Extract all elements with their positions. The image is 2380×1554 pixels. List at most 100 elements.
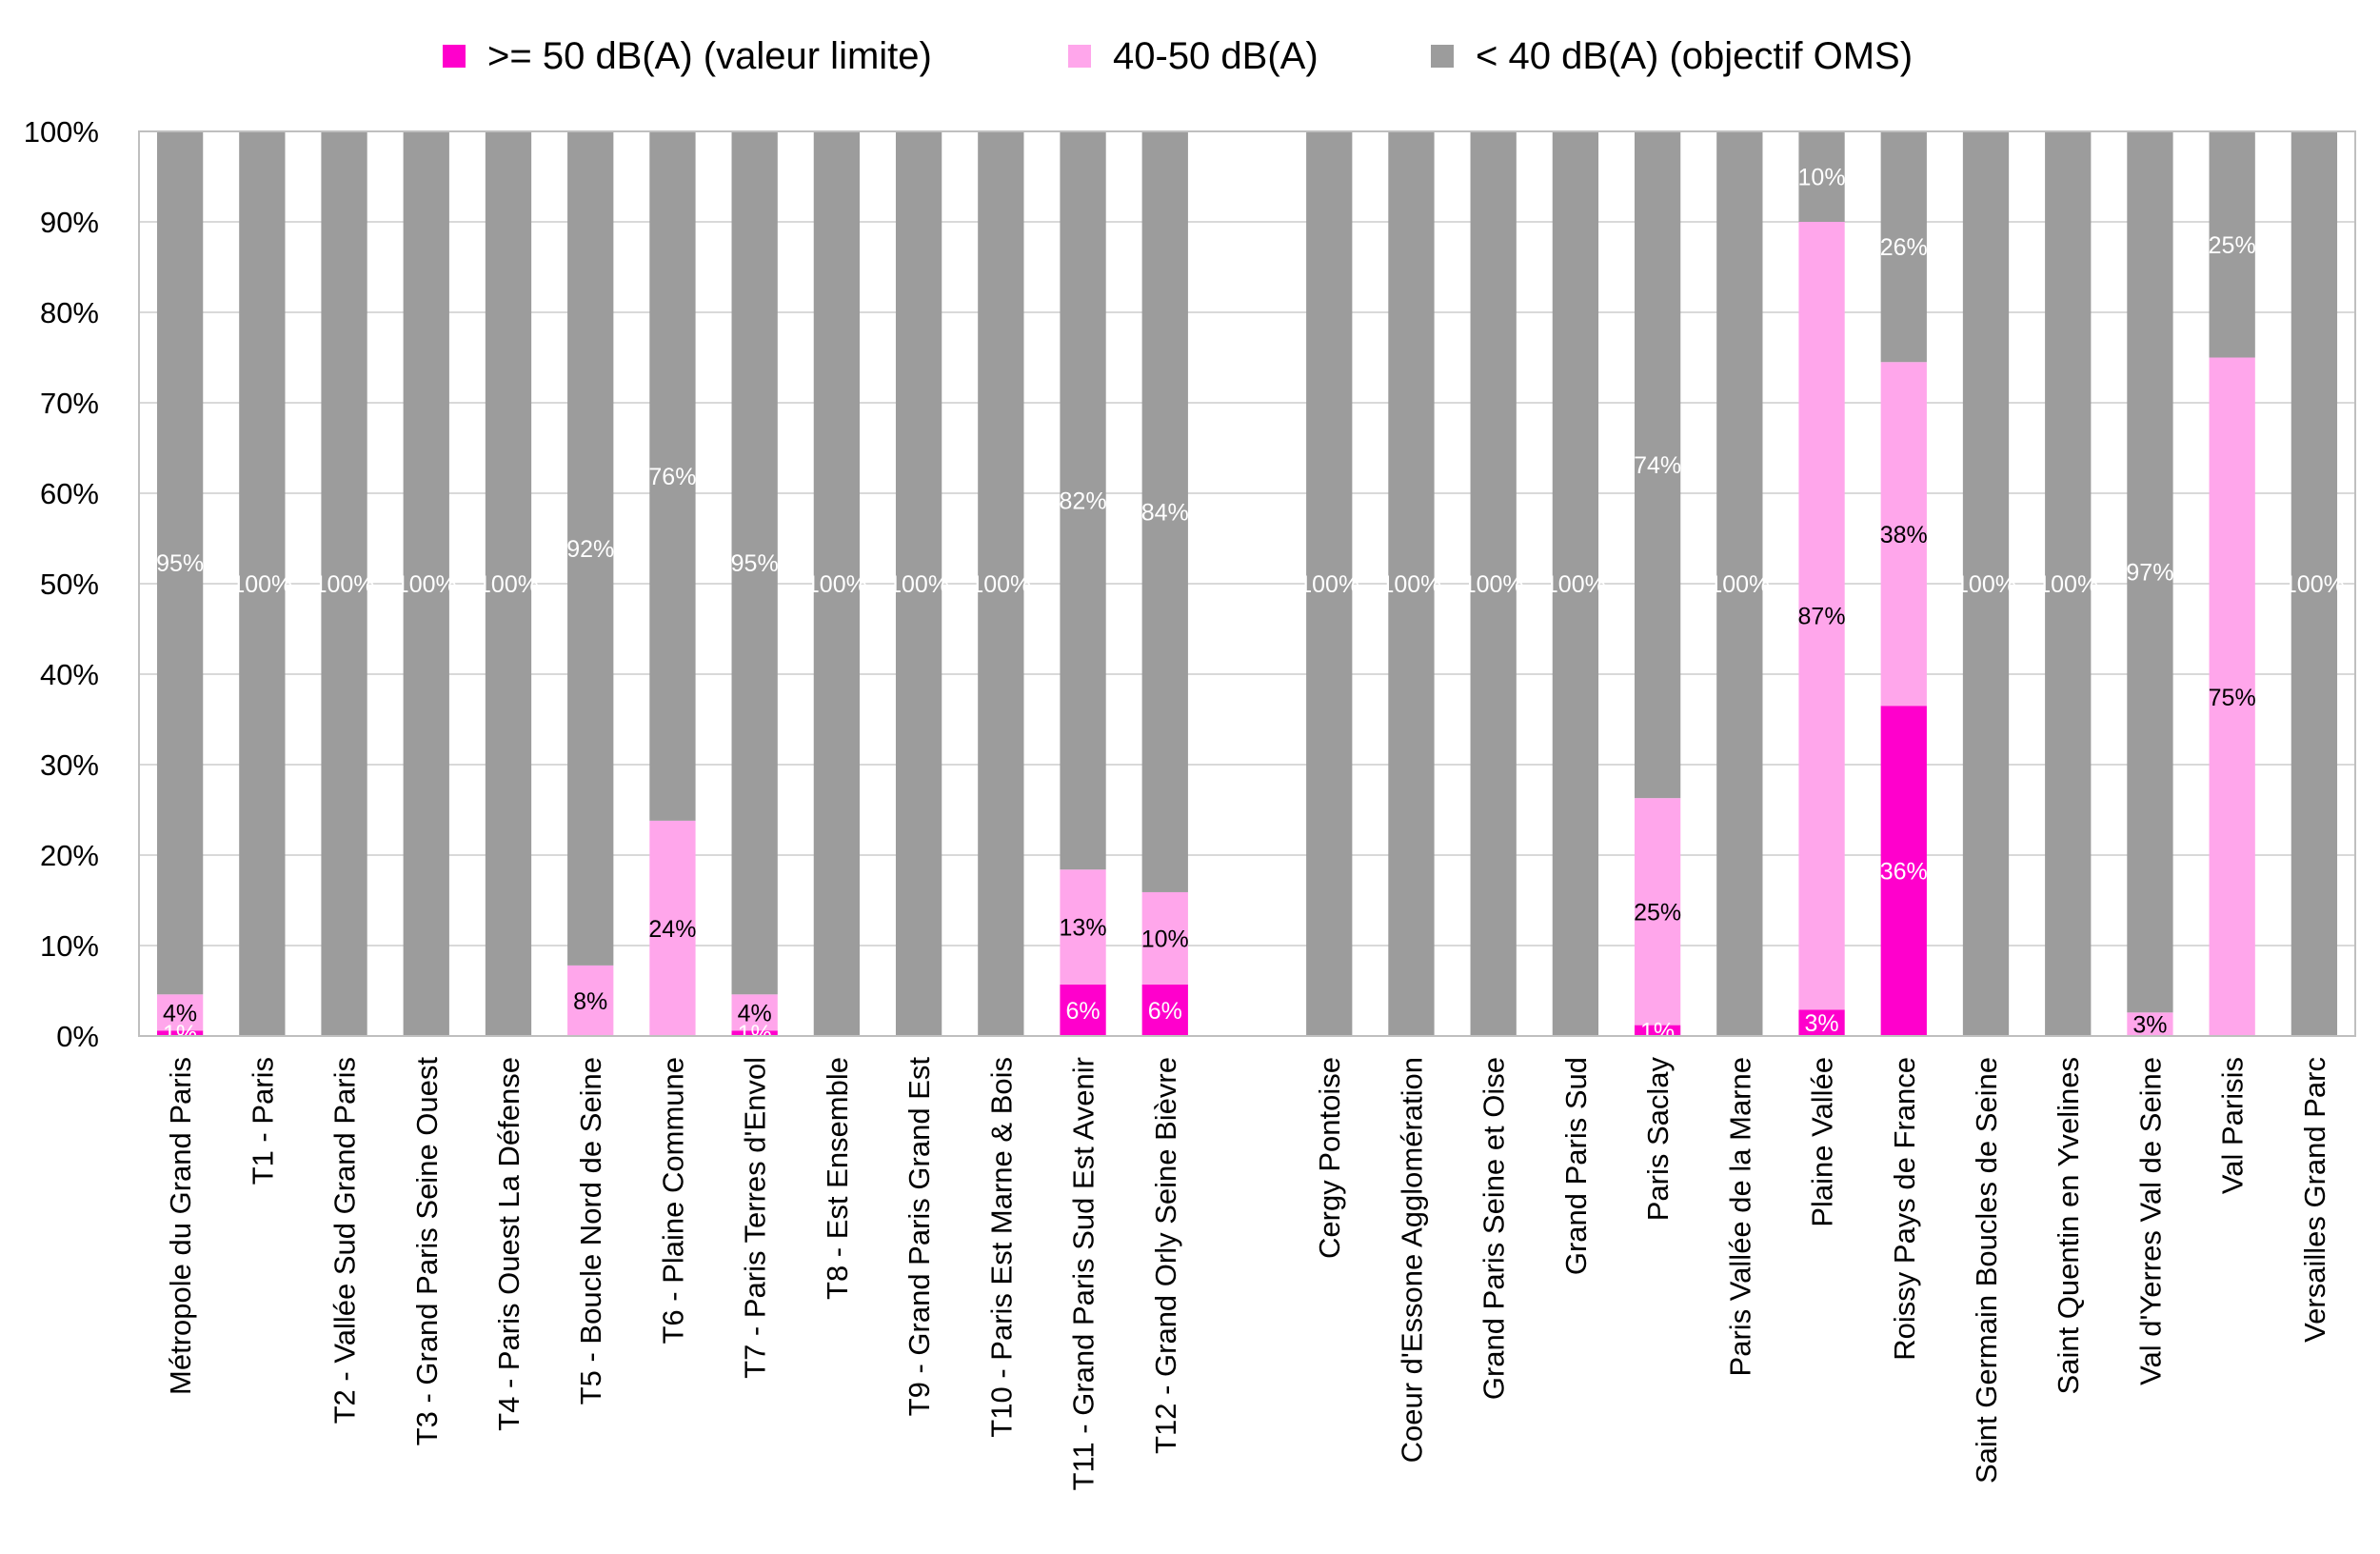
x-category-label: Roissy Pays de France [1888,1057,1921,1361]
bar-segment [1306,131,1353,1036]
bar-segment [1798,1009,1845,1036]
x-category-label: T6 - Plaine Commune [656,1057,689,1345]
data-label: 100% [478,571,539,598]
x-category-label: T8 - Est Ensemble [821,1057,854,1300]
bar-segment [567,965,614,1036]
data-label: 13% [1060,915,1107,942]
data-label: 100% [1463,571,1524,598]
bar-segment [156,994,204,1031]
data-label: 82% [1060,488,1107,515]
x-category-label: Coeur d'Essone Agglomération [1395,1057,1428,1463]
x-category-label: Saint Germain Boucles de Seine [1970,1057,2003,1484]
data-label: 100% [806,571,867,598]
bar-segment [485,131,532,1036]
legend-swatch-limit [443,45,466,68]
bar-segment [1634,1025,1681,1036]
bar-segment [1141,984,1188,1036]
bar-segment [731,994,778,1031]
bar-segment [156,1030,204,1036]
data-label: 100% [1380,571,1441,598]
x-category-label: Plaine Vallée [1806,1057,1839,1227]
bar-segment [731,1030,778,1036]
bar-segment [1552,131,1599,1036]
data-label: 92% [566,536,614,563]
bar-segment [156,131,204,995]
data-label: 25% [1634,899,1681,926]
data-labels: 1%4%95%100% 100% 100% 100%8%92%24%76%1%4%95… [156,165,2345,1048]
y-tick-label: 10% [40,929,99,963]
x-category-label: Cergy Pontoise [1313,1057,1346,1259]
plot-area-frame [138,130,2356,1037]
bar-segment [2209,131,2255,358]
bar-segment [813,131,861,1036]
y-tick-label: 60% [40,477,99,510]
bar-segment [895,131,942,1036]
x-category-label: T5 - Boucle Nord de Seine [574,1057,607,1405]
x-category-label: T4 - Paris Ouest La Défense [492,1057,526,1431]
bar-segment [1962,131,2010,1036]
data-label: 3% [2132,1012,2167,1039]
data-label: 100% [2037,571,2098,598]
x-axis-labels: Métropole du Grand Paris T1 - Paris T2 - V… [164,1057,2331,1491]
data-label: 6% [1065,998,1100,1025]
bar-segment [1798,222,1845,1010]
data-label: 76% [648,464,696,490]
y-tick-label: 0% [56,1020,99,1053]
x-category-label: Val Parisis [2216,1057,2250,1194]
data-label: 4% [163,1000,197,1026]
bar-segment [1060,869,1106,985]
bar-segment [1388,131,1435,1036]
data-label: 75% [2209,685,2256,711]
x-category-label: Grand Paris Sud [1559,1057,1593,1275]
x-category-label: Métropole du Grand Paris [164,1057,197,1395]
legend: >= 50 dB(A) (valeur limite) 40-50 dB(A) … [443,35,1913,77]
bar-segment [2209,357,2255,1036]
bar-segment [978,131,1024,1036]
data-label: 6% [1148,998,1182,1025]
x-category-label: Grand Paris Seine et Oise [1478,1057,1511,1400]
data-label: 84% [1141,499,1189,526]
y-tick-label: 100% [24,115,99,149]
bar-segment [403,131,449,1036]
x-category-label: T10 - Paris Est Marne & Bois [984,1057,1018,1438]
data-label: 1% [1640,1018,1675,1045]
y-tick-label: 80% [40,296,99,329]
x-category-label: T2 - Vallée Sud Grand Paris [328,1057,362,1424]
legend-label-limit: >= 50 dB(A) (valeur limite) [487,35,932,77]
data-label: 100% [231,571,292,598]
x-category-label: Versailles Grand Parc [2298,1057,2331,1343]
data-label: 24% [648,916,696,943]
data-label: 10% [1798,165,1846,191]
bar-segment [239,131,286,1036]
data-label: 4% [738,1000,772,1026]
data-label: 1% [163,1021,197,1047]
legend-label-mid: 40-50 dB(A) [1113,35,1319,77]
y-tick-label: 30% [40,748,99,782]
x-category-label: Val d'Yerres Val de Seine [2133,1057,2167,1385]
gridlines [139,130,2355,1037]
data-label: 3% [1804,1010,1838,1037]
bar-segment [567,131,614,966]
data-label: 95% [731,550,779,577]
bar-segment [1060,131,1106,870]
y-tick-label: 90% [40,206,99,239]
data-label: 100% [1545,571,1606,598]
bar-segment [649,131,696,821]
legend-label-oms: < 40 dB(A) (objectif OMS) [1476,35,1913,77]
y-tick-label: 70% [40,387,99,420]
bar-segment [1141,131,1188,892]
bar-segment [649,820,696,1036]
data-label: 74% [1634,452,1681,479]
bar-segment [731,131,778,995]
y-tick-label: 40% [40,658,99,691]
bar-segment [321,131,367,1036]
data-label: 100% [888,571,949,598]
x-category-label: T12 - Grand Orly Seine Bièvre [1149,1057,1182,1454]
data-label: 36% [1880,859,1928,886]
bar-segment [2127,131,2173,1013]
bars [156,131,2338,1036]
data-label: 1% [738,1021,772,1047]
bar-segment [1634,798,1681,1026]
y-tick-label: 20% [40,839,99,872]
